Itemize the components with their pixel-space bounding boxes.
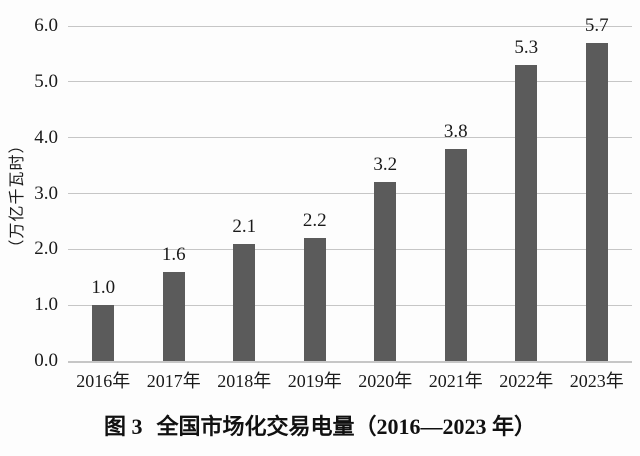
gridline: [68, 193, 632, 194]
gridline: [68, 81, 632, 83]
bar: [233, 243, 256, 361]
bar: [374, 182, 397, 361]
gridline: [68, 248, 632, 250]
y-axis-tick-label: 1.0: [34, 294, 58, 316]
y-axis-tick-label: 2.0: [34, 238, 58, 260]
caption-title-text: 全国市场化交易电量（2016—2023 年）: [156, 414, 537, 439]
gridline: [68, 360, 632, 363]
x-axis-tick-label: 2016年: [76, 371, 131, 391]
bar-value-label: 5.7: [584, 14, 609, 36]
bar: [303, 238, 326, 361]
gridline: [68, 25, 632, 27]
x-axis-tick-label: 2021年: [428, 371, 483, 391]
x-axis-tick-label: 2020年: [358, 371, 413, 391]
gridline: [68, 137, 632, 139]
x-axis-tick-label: 2018年: [217, 371, 272, 391]
bar-value-label: 1.6: [161, 243, 186, 265]
bar-value-label: 5.3: [514, 37, 539, 59]
y-axis-tick-label: 4.0: [34, 126, 58, 148]
figure-number-label: 图 3: [103, 414, 143, 439]
bar: [444, 148, 467, 361]
bar: [585, 42, 608, 361]
bar-value-label: 3.2: [373, 154, 398, 176]
y-axis-tick-label: 0.0: [34, 350, 58, 371]
y-axis-tick-label: 5.0: [34, 70, 58, 92]
bar-value-label: 3.8: [443, 120, 468, 142]
bar-value-label: 2.1: [232, 215, 257, 237]
x-axis-tick-label: 2022年: [499, 371, 554, 391]
x-axis-tick-label: 2017年: [146, 371, 201, 391]
bar: [92, 305, 115, 361]
x-axis-tick-label: 2019年: [287, 371, 342, 391]
gridline: [68, 304, 632, 306]
bar: [162, 271, 185, 361]
chart-caption: 图 3 全国市场化交易电量（2016—2023 年）: [0, 409, 640, 441]
bar: [515, 65, 538, 361]
y-axis-tick-label: 3.0: [34, 182, 58, 204]
bar-value-label: 1.0: [91, 277, 116, 299]
y-axis-tick-label: 6.0: [34, 15, 58, 36]
x-axis-tick-label: 2023年: [569, 371, 624, 391]
bar-value-label: 2.2: [302, 210, 327, 232]
